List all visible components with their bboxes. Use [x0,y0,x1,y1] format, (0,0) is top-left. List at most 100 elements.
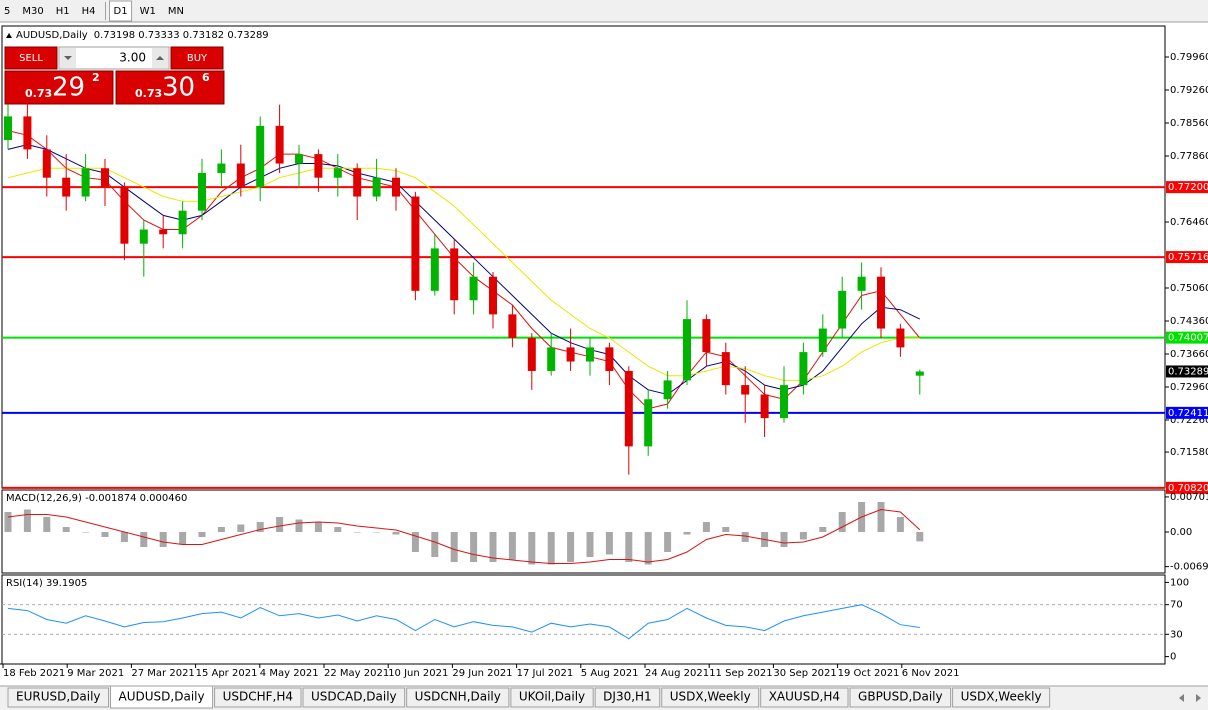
candle-body [527,337,536,371]
y-tick-label: 0.71580 [1170,447,1208,458]
macd-bar [799,532,807,540]
tab-label[interactable]: EURUSD,Daily [16,690,101,704]
lots-field[interactable] [58,46,170,70]
timeframe-button[interactable]: 5 [4,6,10,17]
y-tick-label: 0.78560 [1170,118,1208,129]
macd-bar [140,532,148,547]
sell-price-box[interactable] [4,70,114,105]
candle-body [818,328,827,353]
buy-button[interactable] [170,46,224,70]
macd-bar [43,517,51,532]
sell-label[interactable]: SELL [19,53,43,64]
candle-body [877,276,885,329]
tab-label[interactable]: DJ30,H1 [603,690,652,704]
x-tick-label: 22 May 2021 [324,668,389,679]
price-level-label: 0.77200 [1168,182,1208,193]
macd-bar [664,532,672,552]
candle-body [586,347,594,362]
price-level-label: 0.70820 [1168,483,1208,494]
candle-body [721,352,730,386]
tab[interactable] [661,687,760,708]
tab-label[interactable]: USDCNH,Daily [415,690,501,704]
macd-title: MACD(12,26,9) -0.001874 0.000460 [6,493,187,504]
y-tick-label: 0.79960 [1170,52,1208,63]
y-tick-label: 0.74360 [1170,316,1208,327]
tab[interactable] [594,687,661,708]
tab[interactable] [406,687,510,708]
macd-bar [896,517,904,532]
x-tick-label: 5 Aug 2021 [581,668,639,679]
tab-label[interactable]: UKOil,Daily [519,690,585,704]
macd-bar [625,532,633,562]
y-tick-label: 0.76460 [1170,217,1208,228]
price-level-tag [1166,406,1208,419]
y-tick-label: 70 [1170,600,1183,611]
macd-panel [1,489,1166,574]
lots-value[interactable]: 3.00 [119,51,146,65]
macd-bar [586,532,594,557]
y-tick-label: 0.73660 [1170,349,1208,360]
tab-label[interactable]: GBPUSD,Daily [858,690,943,704]
candle-body [760,394,769,419]
y-tick-label: 30 [1170,629,1183,640]
timeframe-button[interactable]: W1 [140,6,156,17]
macd-bar [702,522,710,532]
macd-bar [179,532,187,545]
tab[interactable] [849,687,952,708]
macd-bar [450,532,458,562]
macd-bar [256,522,264,532]
x-tick-label: 29 Jun 2021 [452,668,512,679]
collapse-icon[interactable] [6,33,12,38]
tab[interactable] [302,687,406,708]
candle-body [702,319,711,353]
macd-bar [392,532,400,535]
timeframe-button[interactable]: M30 [22,6,43,17]
macd-bar [373,532,381,533]
macd-bar [916,532,924,542]
y-tick-label: 0.00 [1170,527,1192,538]
candle-body [741,385,750,395]
chart-ohlc: 0.73198 0.73333 0.73182 0.73289 [94,30,269,41]
candle-body [275,125,284,164]
y-tick-label: 0.77860 [1170,151,1208,162]
macd-bar [508,532,516,560]
x-tick-label: 17 Jul 2021 [517,668,574,679]
macd-bar [4,512,12,532]
candle-body [489,276,497,315]
buy-price-box[interactable] [115,70,225,105]
timeframe-button[interactable]: H1 [56,6,70,17]
rsi-panel [1,574,1166,665]
tab-label[interactable]: AUDUSD,Daily [119,690,205,704]
tab[interactable] [952,687,1051,708]
tab[interactable] [214,687,302,708]
tab-label[interactable]: USDX,Weekly [670,690,751,704]
buy-price-fraction: 6 [202,71,210,84]
buy-price-pips: 30 [162,73,195,103]
macd-bar [567,532,575,562]
moving-average [7,167,920,381]
price-level-label: 0.74007 [1168,333,1208,344]
candle-body [644,399,653,447]
tab-label[interactable]: USDX,Weekly [961,690,1042,704]
buy-label[interactable]: BUY [187,53,208,64]
candle-body [62,177,71,197]
candle-body [430,248,439,291]
candle-body [566,347,575,362]
macd-bar [605,532,613,555]
candle-body [799,352,808,386]
tab[interactable] [7,687,110,708]
tab-label[interactable]: XAUUSD,H4 [769,690,840,704]
tab-label[interactable]: USDCAD,Daily [311,690,397,704]
timeframe-button[interactable]: H4 [82,6,96,17]
price-level-tag [1166,181,1208,194]
tab-label[interactable]: USDCHF,H4 [223,690,293,704]
tab[interactable] [760,687,849,708]
tab-active[interactable] [110,685,214,709]
sell-button[interactable] [4,46,58,70]
timeframe-button[interactable]: D1 [114,6,128,17]
timeframe-button[interactable]: MN [168,6,184,17]
tab[interactable] [510,687,594,708]
tab-scroll-arrows[interactable] [1179,694,1201,702]
